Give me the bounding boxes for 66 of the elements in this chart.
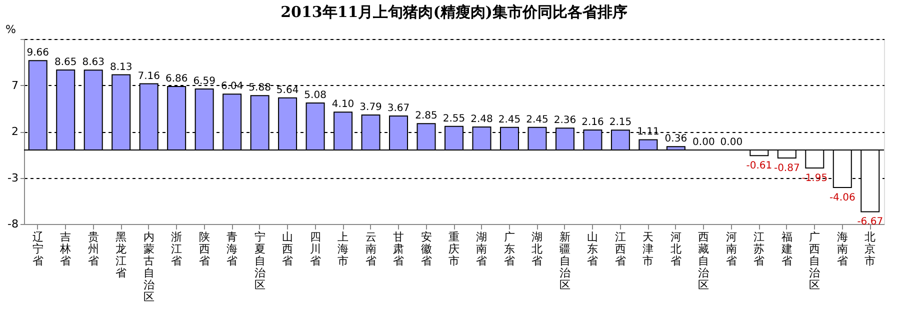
data-label: 0.36 xyxy=(664,134,688,145)
x-tick-label: 广东省 xyxy=(504,230,515,268)
y-tick-label: 7 xyxy=(12,78,18,92)
data-label: 2.15 xyxy=(609,117,632,128)
x-tick-label: 天津市 xyxy=(642,230,654,268)
x-tick-label: 陕西省 xyxy=(198,230,210,268)
x-tick-label: 内蒙古自治区 xyxy=(143,230,154,304)
x-tick-label: 青海省 xyxy=(226,230,238,268)
y-tick-label: 2 xyxy=(12,125,18,138)
data-label: 4.10 xyxy=(332,99,354,110)
data-label: -0.87 xyxy=(774,163,800,174)
x-tick-label: 福建省 xyxy=(780,230,792,268)
x-tick-label: 江西省 xyxy=(614,230,626,268)
x-tick-label: 北京市 xyxy=(864,230,876,268)
data-label: -1.95 xyxy=(802,173,828,184)
x-tick-label: 吉林省 xyxy=(59,230,72,268)
y-tick-label: -3 xyxy=(8,171,18,184)
x-tick-label: 黑龙江省 xyxy=(116,230,127,280)
data-label: 6.59 xyxy=(193,76,216,88)
x-tick-label: 辽宁省 xyxy=(32,230,44,268)
data-label: -6.67 xyxy=(857,216,884,228)
x-tick-label: 河北省 xyxy=(670,230,682,268)
y-axis-title: % xyxy=(6,23,16,36)
x-tick-label: 浙江省 xyxy=(171,230,182,268)
data-label: 5.08 xyxy=(304,90,326,102)
x-tick-label: 江苏省 xyxy=(754,230,765,268)
data-label: 8.65 xyxy=(54,56,77,68)
x-tick-label: 河南省 xyxy=(726,230,737,268)
data-label: 2.48 xyxy=(470,114,493,126)
x-tick-label: 安徽省 xyxy=(420,230,432,268)
data-label: 8.13 xyxy=(110,62,132,73)
x-tick-label: 云南省 xyxy=(365,230,376,268)
x-tick-label: 重庆市 xyxy=(448,230,460,268)
chart-title: 2013年11月上旬猪肉(精瘦肉)集市价同比各省排序 xyxy=(280,3,628,21)
x-tick-label: 山西省 xyxy=(282,230,294,268)
data-label: 7.16 xyxy=(138,70,160,82)
data-label: 6.86 xyxy=(165,74,188,85)
x-tick-label: 贵州省 xyxy=(88,230,99,268)
data-label: 8.63 xyxy=(82,57,104,68)
data-label: 2.45 xyxy=(498,114,521,126)
x-tick-label: 海南省 xyxy=(836,230,848,268)
data-label: 2.36 xyxy=(554,115,576,126)
x-tick-label: 山东省 xyxy=(587,230,598,268)
data-label: 9.66 xyxy=(26,48,50,59)
data-label: 0.00 xyxy=(720,137,743,148)
data-label: 2.85 xyxy=(415,110,438,122)
data-label: -4.06 xyxy=(829,192,856,204)
x-tick-label: 甘肃省 xyxy=(393,230,404,268)
data-label: 3.67 xyxy=(387,103,410,114)
x-tick-label: 宁夏自治区 xyxy=(254,230,266,292)
x-tick-label: 四川省 xyxy=(310,230,321,268)
x-tick-label: 上海市 xyxy=(338,230,349,268)
data-label: 3.79 xyxy=(360,102,382,113)
x-tick-label: 新疆自治区 xyxy=(559,230,570,292)
data-label: 2.16 xyxy=(582,117,604,128)
x-tick-label: 湖北省 xyxy=(532,230,543,268)
data-label: 0.00 xyxy=(692,137,715,148)
x-tick-label: 湖南省 xyxy=(476,230,488,268)
data-label: 2.45 xyxy=(526,114,548,126)
x-tick-label: 广西自治区 xyxy=(809,230,820,292)
y-tick-label: -8 xyxy=(8,218,18,230)
data-label: 2.55 xyxy=(442,113,466,124)
data-label: -0.61 xyxy=(746,160,772,172)
x-tick-label: 西藏自治区 xyxy=(698,230,710,292)
data-label: 5.88 xyxy=(248,82,271,94)
data-label: 5.64 xyxy=(276,84,299,96)
